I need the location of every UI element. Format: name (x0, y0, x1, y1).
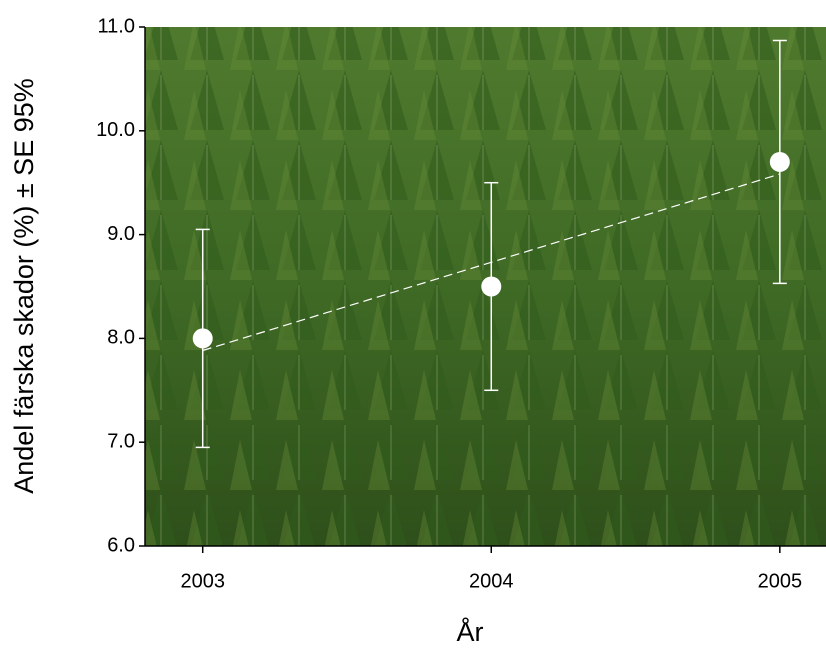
point (481, 277, 501, 297)
y-axis-title: Andel färska skador (%) ± SE 95% (9, 78, 39, 494)
x-tick-label: 2005 (758, 570, 803, 592)
y-tick-label: 9.0 (107, 223, 135, 245)
x-tick-label: 2004 (469, 570, 514, 592)
y-tick-label: 7.0 (107, 430, 135, 452)
y-tick-label: 10.0 (96, 119, 135, 141)
point (193, 328, 213, 348)
y-tick-label: 11.0 (98, 15, 135, 37)
y-tick-label: 8.0 (107, 327, 135, 349)
point (770, 152, 790, 172)
x-axis-title: År (457, 616, 484, 647)
chart: År Andel färska skador (%) ± SE 95% 6.0 7… (0, 0, 826, 650)
y-tick-label: 6.0 (107, 534, 135, 556)
x-tick-label: 2003 (180, 570, 225, 592)
